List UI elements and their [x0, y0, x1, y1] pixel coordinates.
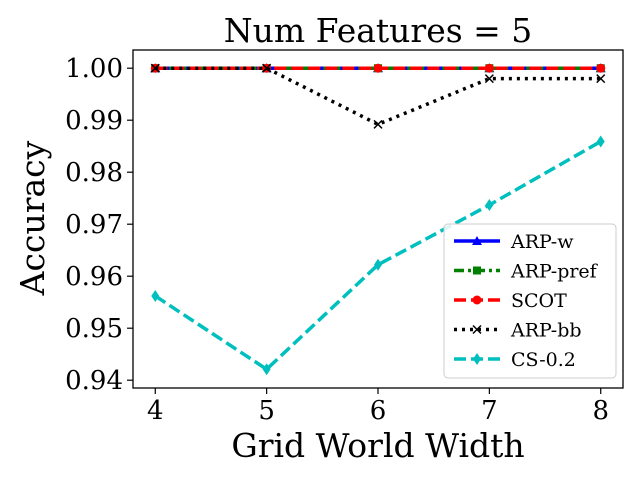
legend-marker — [472, 295, 482, 305]
data-point — [596, 74, 606, 84]
x-tick-label: 6 — [370, 396, 387, 426]
data-point — [484, 63, 494, 73]
series-line — [155, 66, 601, 127]
plot-frame — [132, 49, 624, 389]
legend-item: SCOT — [454, 290, 567, 312]
data-point — [262, 63, 272, 73]
data-point — [151, 289, 160, 302]
y-tick-label: 0.99 — [65, 106, 123, 136]
legend-label: ARP-pref — [510, 261, 599, 283]
data-point — [374, 258, 382, 271]
x-axis-label: Grid World Width — [231, 426, 524, 465]
x-tick-label: 7 — [481, 396, 498, 426]
legend-marker — [472, 236, 482, 245]
x-tick-label: 8 — [592, 396, 609, 426]
data-point — [373, 119, 383, 129]
data-point — [150, 63, 160, 73]
legend-item: CS-0.2 — [454, 349, 576, 371]
legend-marker — [472, 324, 482, 335]
legend-label: ARP-w — [510, 231, 574, 253]
data-point — [262, 363, 271, 376]
legend-label: ARP-bb — [510, 320, 582, 342]
chart-title: Num Features = 5 — [224, 11, 533, 50]
series-arp-bb — [150, 63, 606, 129]
y-tick-label: 0.94 — [65, 366, 123, 396]
legend: ARP-w ARP-pref SCOT ARP-bb CS-0.2 — [443, 223, 617, 379]
x-tick-label: 4 — [147, 396, 164, 426]
legend-marker — [473, 266, 481, 275]
y-axis: 0.94 0.95 0.96 0.97 0.98 0.99 1.00 — [65, 54, 133, 396]
plot-area — [150, 63, 606, 376]
x-axis: 4 5 6 7 8 — [147, 388, 609, 426]
y-tick-label: 0.98 — [65, 158, 123, 188]
legend-marker — [473, 353, 481, 365]
data-point — [484, 74, 494, 84]
y-tick-label: 0.96 — [65, 262, 123, 292]
data-point — [373, 63, 383, 73]
series-line — [154, 139, 602, 372]
y-tick-label: 0.97 — [65, 210, 123, 240]
data-point — [596, 63, 606, 73]
y-tick-label: 1.00 — [65, 54, 123, 84]
legend-item: ARP-bb — [454, 320, 582, 342]
data-point — [596, 135, 605, 148]
legend-label: SCOT — [511, 290, 567, 312]
legend-frame — [443, 223, 617, 379]
legend-item: ARP-w — [454, 231, 574, 253]
legend-label: CS-0.2 — [511, 349, 576, 371]
y-axis-label: Accuracy — [13, 140, 52, 296]
y-tick-label: 0.95 — [65, 314, 123, 344]
x-tick-label: 5 — [258, 396, 275, 426]
data-point — [485, 198, 494, 211]
series-cs-0-2 — [151, 135, 605, 376]
legend-item: ARP-pref — [454, 261, 599, 283]
